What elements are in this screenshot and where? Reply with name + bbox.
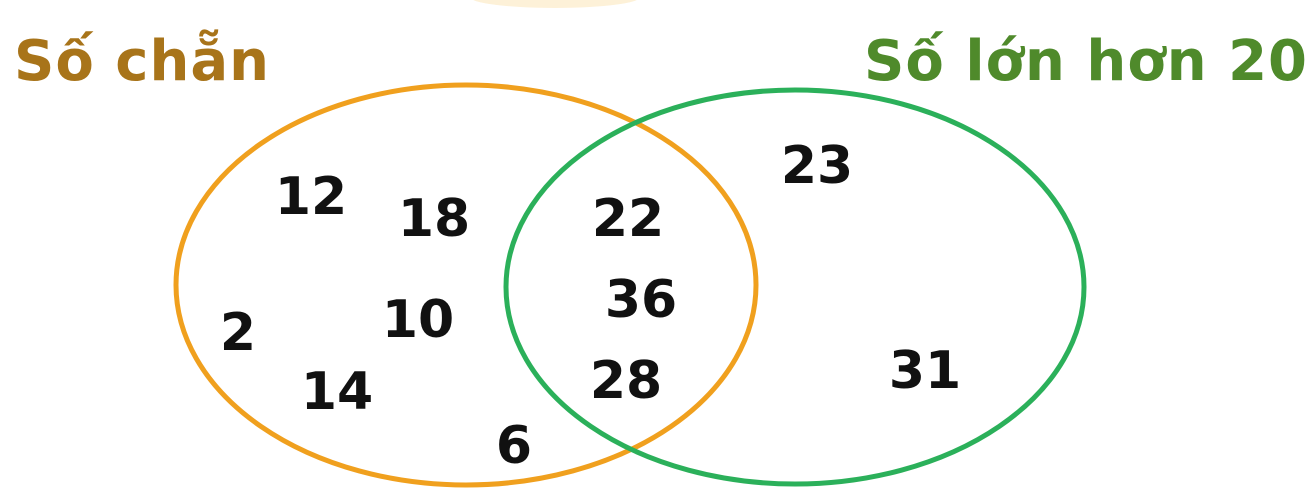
set-title-even-numbers: Số chẵn — [14, 29, 271, 94]
number-both-0: 22 — [592, 189, 664, 249]
set-title-greater-than-20: Số lớn hơn 20 — [864, 29, 1308, 94]
number-left-3: 10 — [382, 290, 454, 350]
number-left-5: 6 — [496, 416, 532, 476]
even-numbers-circle — [173, 82, 759, 488]
number-both-1: 36 — [605, 270, 677, 330]
greater-than-20-circle — [503, 87, 1087, 487]
number-right-0: 23 — [781, 136, 853, 196]
number-left-4: 14 — [301, 362, 373, 422]
number-left-2: 2 — [220, 303, 256, 363]
number-right-1: 31 — [889, 341, 961, 401]
number-both-2: 28 — [590, 351, 662, 411]
top-decoration — [470, 0, 640, 8]
number-left-1: 18 — [398, 189, 470, 249]
number-left-0: 12 — [275, 167, 347, 227]
